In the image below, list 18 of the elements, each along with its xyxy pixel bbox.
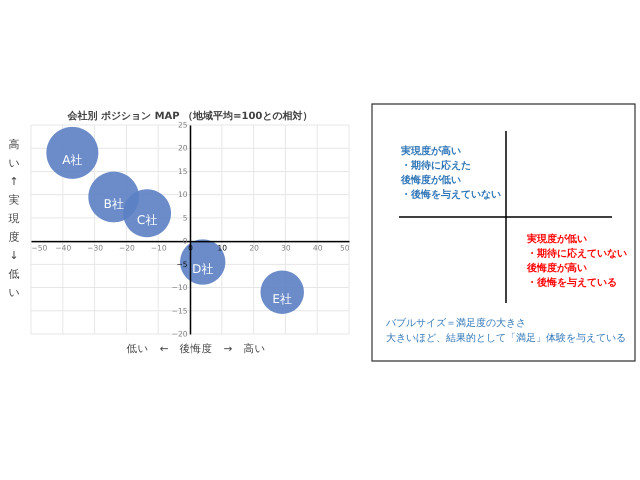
text: 大きいほど、結果的として「満足」体験を与えている (386, 332, 626, 344)
text: ・後悔を与えている (527, 276, 617, 288)
text: 後悔度が高い (526, 262, 587, 274)
text: 実現度が低い (526, 233, 587, 245)
text: 後悔度が低い (400, 174, 461, 186)
text: 高い ↑ 実現度 ↓ 低い (8, 138, 20, 299)
text: ・後悔を与えていない (401, 188, 501, 200)
series-label: A社 (62, 152, 82, 167)
chart-title: 会社別 ポジション MAP （地域平均=100との相対） (66, 110, 312, 122)
x-axis-title: 低い ← 後悔度 → 高い (126, 342, 266, 355)
series-label: E社 (272, 292, 292, 306)
series-label: C社 (136, 213, 158, 228)
series-label: B社 (104, 196, 124, 211)
text: ・期待に応えた (401, 160, 471, 172)
series-label: D社 (192, 262, 214, 276)
text: バブルサイズ＝満足度の大きさ (385, 317, 526, 329)
text: ・期待に応えていない (527, 248, 627, 260)
text: 実現度が高い (400, 145, 461, 157)
